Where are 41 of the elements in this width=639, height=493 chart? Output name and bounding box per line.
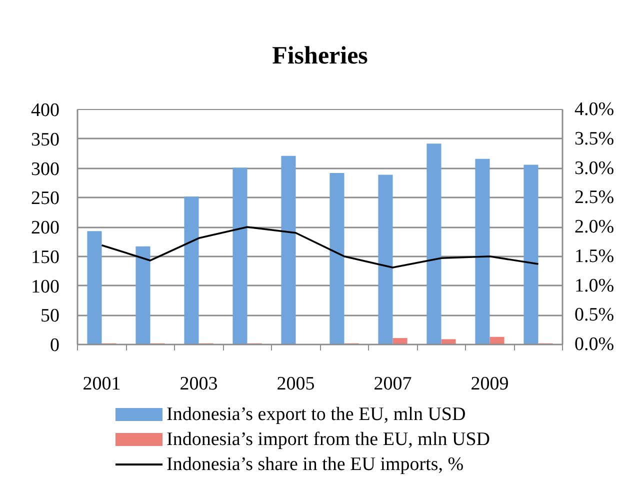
y-tick-label: 50 xyxy=(40,306,60,327)
x-tick-label: 2005 xyxy=(276,374,315,394)
bar xyxy=(475,158,490,344)
bar xyxy=(441,339,456,344)
y2-tick-label: 2.5% xyxy=(574,187,614,208)
bar xyxy=(426,144,442,344)
y-tick-label: 100 xyxy=(31,276,60,298)
bar xyxy=(87,231,102,344)
legend-label: Indonesia’s export to the EU, mln USD xyxy=(166,404,466,425)
bar xyxy=(136,246,150,344)
bar xyxy=(232,168,248,344)
y2-tick-label: 1.5% xyxy=(574,246,614,267)
x-tick-label: 2001 xyxy=(82,374,121,394)
legend-label: Indonesia’s import from the EU, mln USD xyxy=(166,429,490,450)
line-series xyxy=(100,226,540,268)
chart-title: Fisheries xyxy=(272,42,368,70)
bar xyxy=(392,338,408,344)
x-tick-label: 2007 xyxy=(374,374,412,394)
y2-tick-label: 3.5% xyxy=(574,128,614,150)
y2-tick-label: 1.0% xyxy=(574,275,614,296)
y-tick-label: 0 xyxy=(50,335,60,356)
y2-tick-label: 0.0% xyxy=(574,334,614,355)
bar xyxy=(524,164,538,344)
x-tick-label: 2009 xyxy=(470,374,509,394)
bar xyxy=(378,174,393,344)
y-tick-label: 350 xyxy=(31,129,60,150)
y-tick-label: 150 xyxy=(31,246,60,268)
y2-tick-label: 3.0% xyxy=(574,158,614,179)
bar xyxy=(184,196,199,344)
legend-label: Indonesia’s share in the EU imports, % xyxy=(166,454,464,475)
y-tick-label: 400 xyxy=(31,100,60,121)
y-tick-label: 200 xyxy=(31,218,60,238)
x-tick-label: 2003 xyxy=(180,374,218,394)
y-tick-label: 300 xyxy=(31,158,60,180)
y2-tick-label: 2.0% xyxy=(574,216,614,238)
bar xyxy=(281,156,296,344)
y-tick-label: 250 xyxy=(31,188,60,210)
y2-tick-label: 0.5% xyxy=(574,304,614,326)
bar xyxy=(490,336,504,344)
bar xyxy=(330,172,344,344)
y2-tick-label: 4.0% xyxy=(574,99,614,120)
